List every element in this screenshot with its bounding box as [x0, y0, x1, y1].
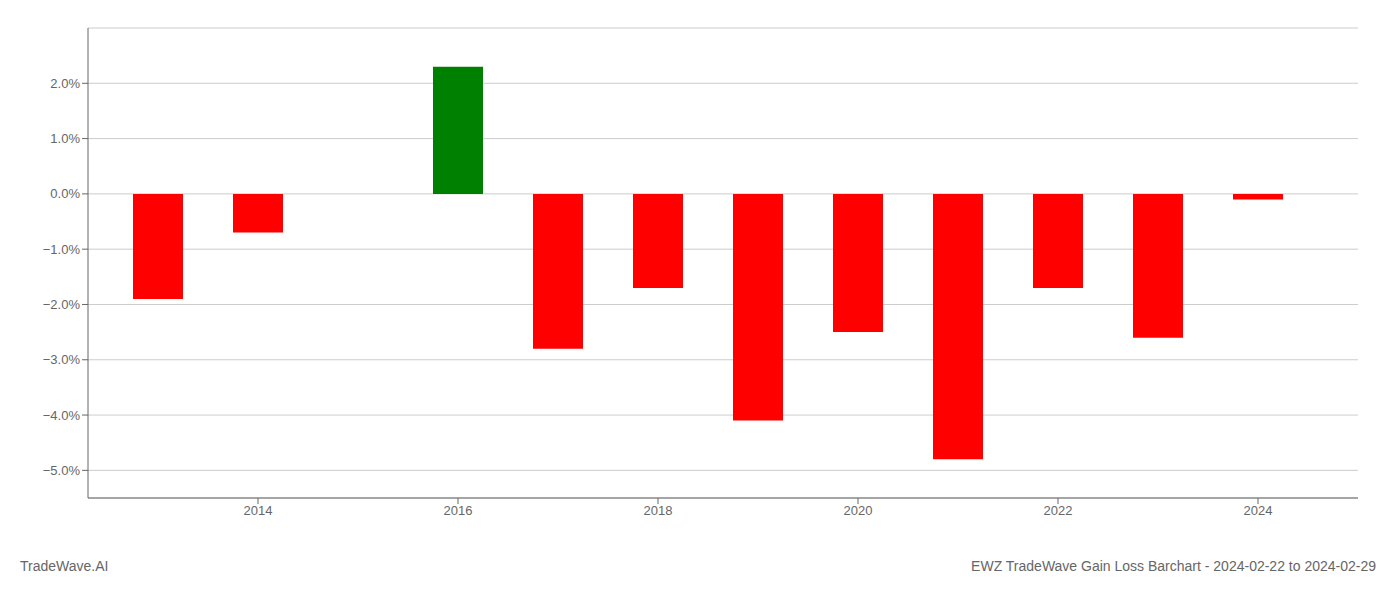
- html-text:TradeWave.AI: TradeWave.AI: [20, 558, 109, 574]
- svg-text:−5.0%: −5.0%: [43, 463, 81, 478]
- svg-text:2022: 2022: [1044, 503, 1073, 518]
- svg-text:2018: 2018: [644, 503, 673, 518]
- svg-text:1.0%: 1.0%: [50, 131, 80, 146]
- svg-text:2.0%: 2.0%: [50, 76, 80, 91]
- html-text:EWZ TradeWave Gain Loss Barcha: EWZ TradeWave Gain Loss Barchart - 2024-…: [971, 558, 1376, 574]
- svg-text:−4.0%: −4.0%: [43, 408, 81, 423]
- svg-text:2024: 2024: [1244, 503, 1273, 518]
- svg-text:2016: 2016: [444, 503, 473, 518]
- svg-text:−3.0%: −3.0%: [43, 352, 81, 367]
- svg-text:0.0%: 0.0%: [50, 186, 80, 201]
- svg-text:2014: 2014: [244, 503, 273, 518]
- svg-text:−1.0%: −1.0%: [43, 242, 81, 257]
- svg-text:2020: 2020: [844, 503, 873, 518]
- svg-text:−2.0%: −2.0%: [43, 297, 81, 312]
